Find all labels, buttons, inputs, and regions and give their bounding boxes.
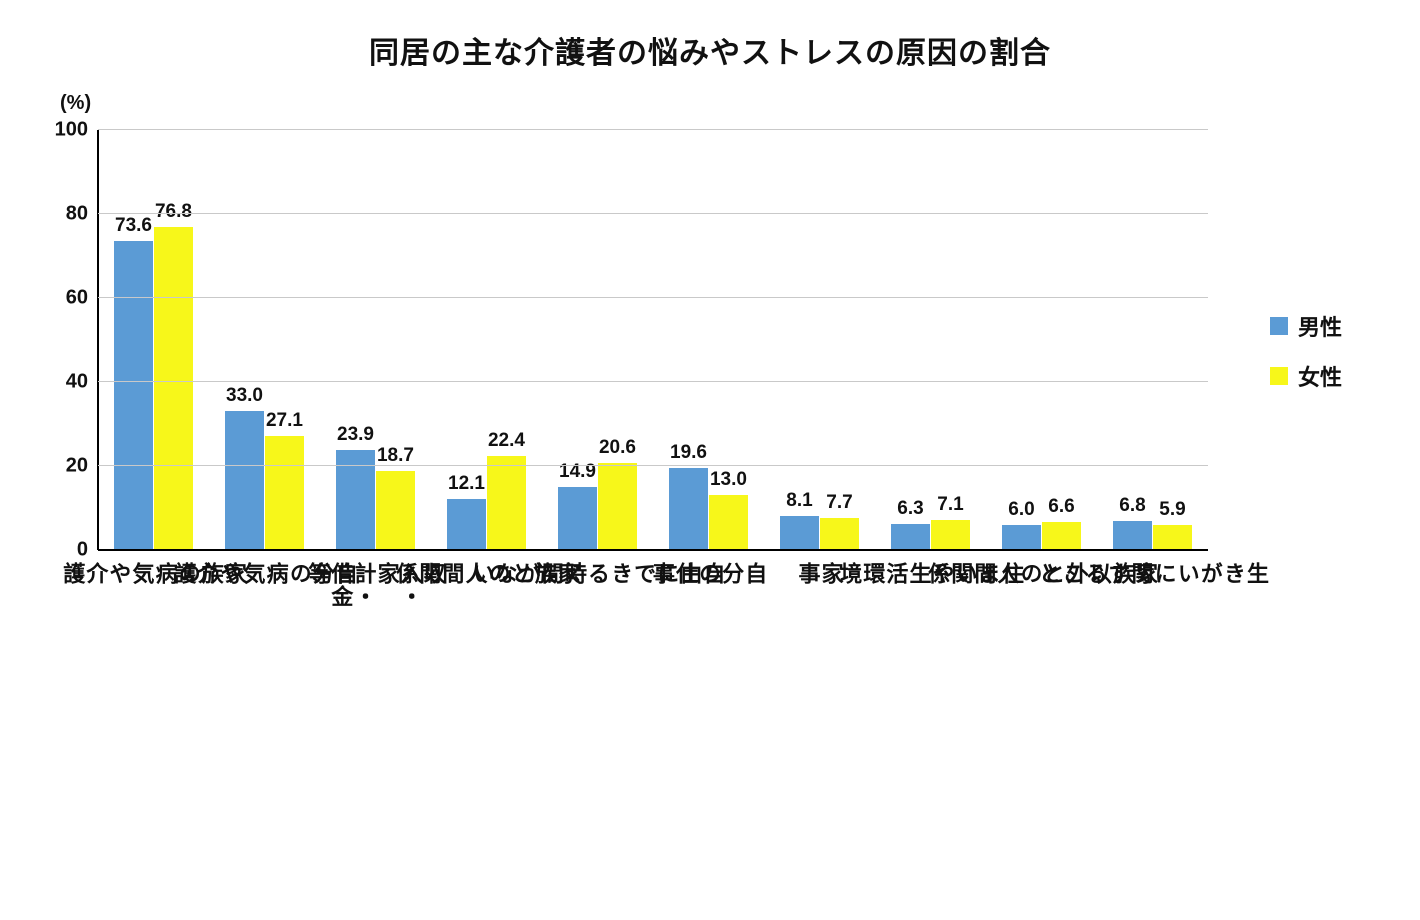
gridline (98, 213, 1208, 214)
bar (376, 471, 416, 550)
bar-value-label: 19.6 (670, 442, 707, 464)
y-axis-line (97, 130, 99, 550)
bar-value-label: 6.6 (1048, 496, 1074, 518)
bar-value-label: 13.0 (710, 469, 747, 491)
bar (1153, 525, 1193, 550)
legend-label: 男性 (1298, 310, 1342, 342)
legend-swatch (1270, 317, 1288, 335)
bar-value-label: 27.1 (266, 410, 303, 432)
bar (154, 227, 194, 550)
y-tick-label: 100 (55, 119, 98, 142)
category-label: 家事 (796, 550, 842, 585)
bar (487, 456, 527, 550)
y-tick-label: 80 (66, 203, 98, 226)
chart-title: 同居の主な介護者の悩みやストレスの原因の割合 (0, 28, 1420, 72)
legend: 男性女性 (1270, 310, 1342, 410)
bar (669, 468, 709, 550)
bar-value-label: 73.6 (115, 215, 152, 237)
legend-item: 男性 (1270, 310, 1342, 342)
bar-value-label: 8.1 (786, 490, 812, 512)
gridline (98, 297, 1208, 298)
bar-value-label: 7.1 (937, 494, 963, 516)
bars-layer: 73.676.833.027.123.918.712.122.414.920.6… (98, 130, 1208, 550)
bar (558, 487, 598, 550)
bar (225, 411, 265, 550)
bar (709, 495, 749, 550)
bar-value-label: 20.6 (599, 437, 636, 459)
bar (780, 516, 820, 550)
bar (891, 524, 931, 550)
bar-value-label: 23.9 (337, 424, 374, 446)
bar-value-label: 6.8 (1119, 495, 1145, 517)
bar-value-label: 33.0 (226, 385, 263, 407)
bar-value-label: 5.9 (1159, 499, 1185, 521)
bar-value-label: 6.3 (897, 498, 923, 520)
y-tick-label: 60 (66, 287, 98, 310)
gridline (98, 381, 1208, 382)
bar-value-label: 7.7 (826, 492, 852, 514)
bar (265, 436, 305, 550)
bar (1042, 522, 1082, 550)
bar (1002, 525, 1042, 550)
bar (598, 463, 638, 550)
bar (1113, 521, 1153, 550)
y-tick-label: 40 (66, 371, 98, 394)
bar (931, 520, 971, 550)
bar-value-label: 22.4 (488, 430, 525, 452)
plot-area: 73.676.833.027.123.918.712.122.414.920.6… (98, 130, 1208, 550)
category-label: 生きがいに関すること (1037, 550, 1268, 585)
bar-value-label: 6.0 (1008, 499, 1034, 521)
bar (114, 241, 154, 550)
legend-swatch (1270, 367, 1288, 385)
chart-container: 同居の主な介護者の悩みやストレスの原因の割合 (%) 73.676.833.02… (0, 0, 1420, 920)
legend-item: 女性 (1270, 360, 1342, 392)
y-tick-label: 20 (66, 455, 98, 478)
legend-label: 女性 (1298, 360, 1342, 392)
bar (820, 518, 860, 550)
gridline (98, 129, 1208, 130)
gridline (98, 465, 1208, 466)
y-unit-label: (%) (60, 92, 91, 115)
category-label: 自分の仕事 (651, 550, 766, 585)
bar-value-label: 12.1 (448, 473, 485, 495)
bar (447, 499, 487, 550)
